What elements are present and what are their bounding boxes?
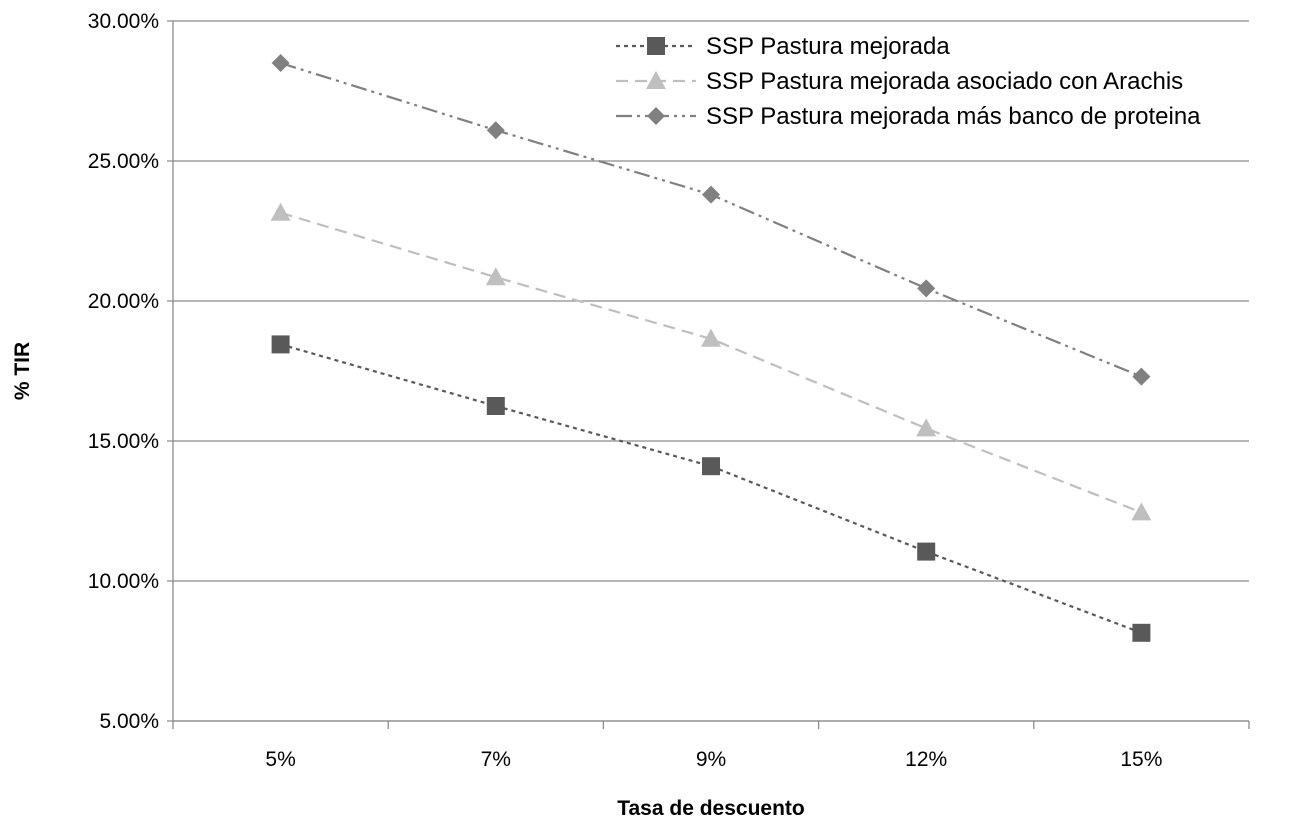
axes xyxy=(172,21,1250,729)
data-point xyxy=(1132,623,1151,642)
x-tick-labels: 5% 7% 9% 12% 15% xyxy=(265,748,1162,771)
data-point xyxy=(270,202,291,221)
y-tick-labels: 5.00% 10.00% 15.00% 20.00% 25.00% 30.00% xyxy=(88,10,159,733)
legend: SSP Pastura mejorada SSP Pastura mejorada… xyxy=(616,33,1201,130)
data-point xyxy=(271,335,290,354)
data-point xyxy=(702,185,720,204)
data-point xyxy=(486,397,505,415)
series-layer xyxy=(270,54,1152,642)
series-3 xyxy=(271,54,1151,386)
x-tick-label: 15% xyxy=(1120,748,1162,771)
legend-entry: SSP Pastura mejorada xyxy=(616,33,950,60)
legend-label: SSP Pastura mejorada asociado con Arachi… xyxy=(706,68,1183,95)
legend-entry: SSP Pastura mejorada más banco de protei… xyxy=(616,103,1201,130)
legend-label: SSP Pastura mejorada más banco de protei… xyxy=(706,103,1201,130)
y-tick-label: 10.00% xyxy=(88,570,159,593)
data-point xyxy=(1131,502,1152,521)
series-2 xyxy=(270,202,1152,521)
data-point xyxy=(271,54,290,72)
legend-entry: SSP Pastura mejorada asociado con Arachi… xyxy=(616,68,1183,95)
data-point xyxy=(701,328,721,347)
x-tick-label: 7% xyxy=(481,748,511,771)
legend-label: SSP Pastura mejorada xyxy=(706,33,950,60)
y-tick-label: 20.00% xyxy=(88,290,159,313)
data-point xyxy=(917,542,936,561)
x-tick-label: 12% xyxy=(905,748,947,771)
series-1 xyxy=(271,335,1151,642)
data-point xyxy=(486,121,505,140)
data-point xyxy=(702,457,720,476)
y-tick-label: 30.00% xyxy=(88,10,159,33)
legend-marker xyxy=(647,37,665,55)
series-line xyxy=(280,343,1142,634)
data-point xyxy=(485,267,506,286)
y-tick-label: 5.00% xyxy=(99,710,159,733)
legend-marker xyxy=(646,71,666,89)
y-tick-label: 25.00% xyxy=(88,150,159,173)
data-point xyxy=(917,279,936,298)
x-axis-title: Tasa de descuento xyxy=(617,797,805,820)
y-tick-label: 15.00% xyxy=(88,430,159,453)
data-point xyxy=(916,418,937,437)
legend-marker xyxy=(647,107,665,125)
data-point xyxy=(1132,367,1151,386)
y-axis-title: % TIR xyxy=(11,342,34,400)
x-tick-label: 5% xyxy=(265,748,295,771)
x-tick-label: 9% xyxy=(696,748,726,771)
